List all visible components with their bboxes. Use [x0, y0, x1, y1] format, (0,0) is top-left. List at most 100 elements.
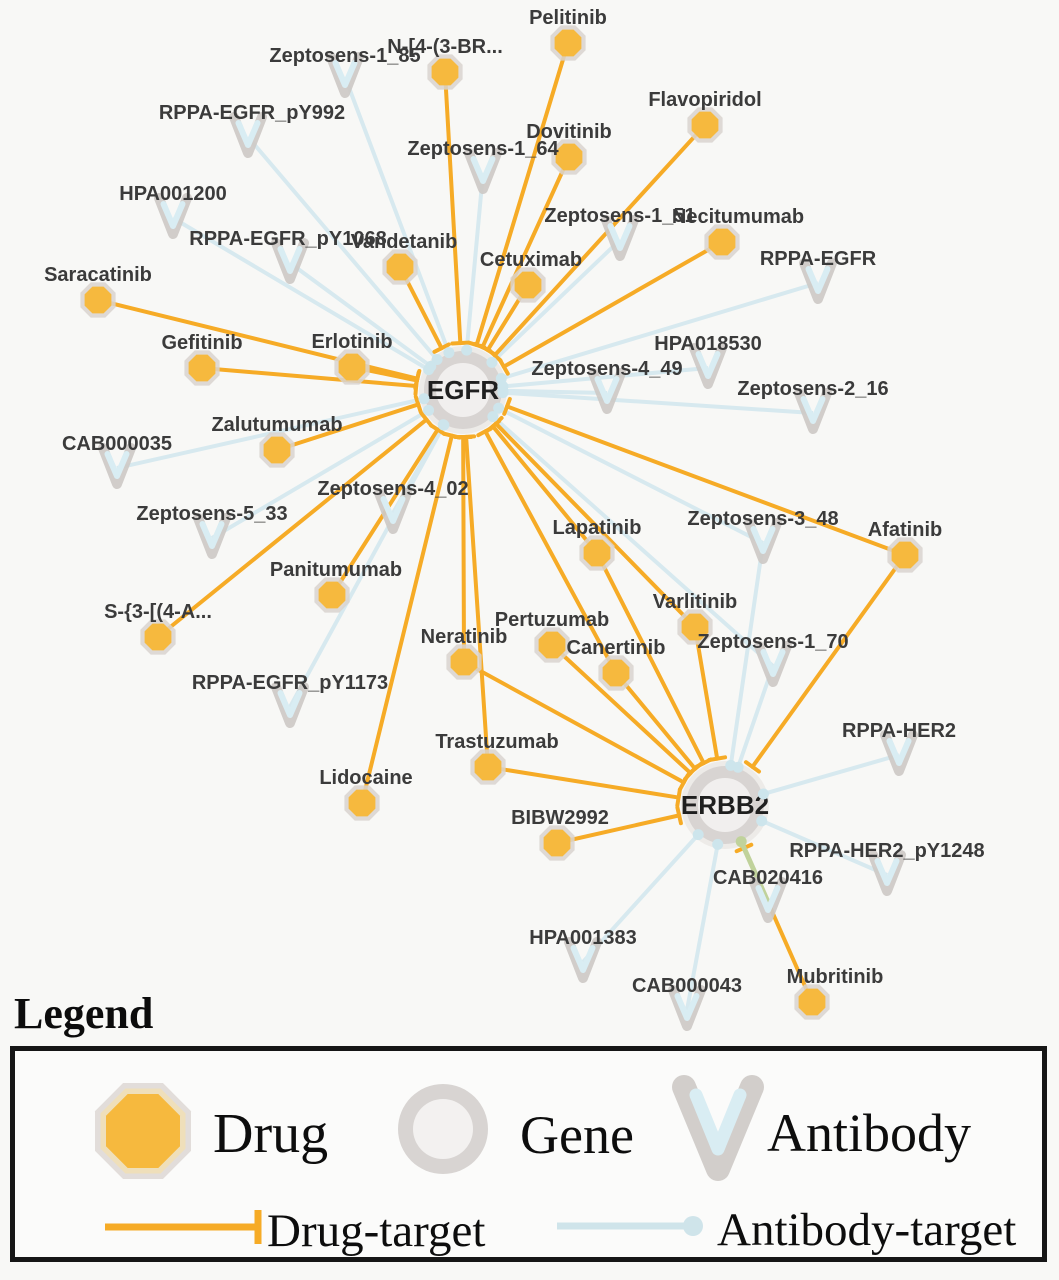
- antibody-node-z4_49[interactable]: [588, 368, 626, 414]
- drug-target-edge-lidocaine-EGFR[interactable]: [360, 433, 454, 805]
- antibody-node-rppa_her2[interactable]: [880, 730, 918, 776]
- drug-node-erlotinib[interactable]: [334, 349, 370, 385]
- gene-symbol-inner: [413, 1099, 473, 1159]
- drug-label-afatinib: Afatinib: [868, 519, 942, 541]
- drug-target-edge-gefitinib-EGFR[interactable]: [200, 366, 419, 389]
- antibody-symbol-fill: [689, 1088, 747, 1156]
- drug-node-necitumumab[interactable]: [704, 224, 740, 260]
- antibody-target-edge-py1173-EGFR[interactable]: [288, 389, 465, 708]
- antibody-node-py992[interactable]: [229, 112, 267, 158]
- drug-node-canertinib[interactable]: [598, 655, 634, 691]
- antibody-target-edge-z2_16-EGFR[interactable]: [462, 388, 814, 415]
- drug-target-edge-canertinib-EGFR[interactable]: [483, 429, 618, 675]
- drug-target-edge-neratinib-ERBB2[interactable]: [462, 660, 686, 785]
- drug-node-bibw2992[interactable]: [539, 825, 575, 861]
- antibody-node-z5_33[interactable]: [193, 513, 231, 559]
- drug-target-edge-dovitinib-EGFR[interactable]: [480, 155, 571, 350]
- antibody-node-hpa018530[interactable]: [689, 343, 727, 389]
- gene-node-EGFR[interactable]: EGFR: [419, 346, 507, 434]
- drug-node-pertuzumab[interactable]: [534, 627, 570, 663]
- antibody-target-edge-cab000035-EGFR[interactable]: [116, 388, 464, 470]
- drug-node-pelitinib[interactable]: [550, 25, 586, 61]
- drug-node-varlitinib[interactable]: [677, 609, 713, 645]
- antibody-target-edge-z1_70-EGFR[interactable]: [461, 388, 775, 668]
- drug-node-s3_4a[interactable]: [140, 619, 176, 655]
- antibody-node-hpa001200[interactable]: [154, 193, 192, 239]
- drug-target-edge-trastuzumab-ERBB2[interactable]: [486, 765, 681, 800]
- legend-shapes: [95, 1075, 764, 1244]
- drug-target-edge-s3_4a-EGFR[interactable]: [156, 417, 429, 639]
- antibody-fill: [332, 60, 358, 88]
- drug-core: [891, 541, 919, 569]
- antibody-node-z1_85[interactable]: [326, 52, 364, 98]
- antibody-target-edge-hpa001200-EGFR[interactable]: [171, 216, 465, 392]
- drug-node-lidocaine[interactable]: [344, 785, 380, 821]
- drug-core: [538, 631, 566, 659]
- drug-node-zalutumumab[interactable]: [259, 432, 295, 468]
- antibody-fill: [755, 885, 781, 913]
- antibody-target-edge-rppa_egfr-EGFR[interactable]: [462, 281, 819, 392]
- antibody-node-py1173[interactable]: [271, 682, 309, 728]
- antibody-node-hpa001383[interactable]: [564, 937, 602, 983]
- drug-target-edge-canertinib-ERBB2[interactable]: [614, 671, 698, 771]
- drug-target-edge-bibw2992-ERBB2[interactable]: [555, 813, 682, 845]
- gene-node-ERBB2[interactable]: ERBB2: [681, 761, 769, 849]
- antibody-node-z1_70[interactable]: [754, 641, 792, 687]
- drug-target-edge-flavopiridol-EGFR[interactable]: [492, 123, 707, 358]
- drug-node-cetuximab[interactable]: [510, 267, 546, 303]
- drug-target-edge-lapatinib-ERBB2[interactable]: [595, 551, 706, 766]
- antibody-node-her2_py1248[interactable]: [868, 850, 906, 896]
- drug-target-edge-afatinib-ERBB2[interactable]: [750, 553, 907, 769]
- drug-node-trastuzumab[interactable]: [470, 749, 506, 785]
- antibody-target-edge-z3_48-EGFR[interactable]: [462, 388, 764, 545]
- drug-node-lapatinib[interactable]: [579, 535, 615, 571]
- legend-box: Drug Gene Antibody Drug-target Antibody-…: [10, 1046, 1047, 1262]
- drug-node-afatinib[interactable]: [887, 537, 923, 573]
- antibody-node-cab000035[interactable]: [98, 443, 136, 489]
- drug-node-gefitinib[interactable]: [184, 350, 220, 386]
- drug-target-edge-pertuzumab-ERBB2[interactable]: [550, 643, 693, 776]
- antibody-node-z4_02[interactable]: [374, 488, 412, 534]
- drug-node-mubritinib[interactable]: [794, 984, 830, 1020]
- antibody-node-py1068[interactable]: [271, 238, 309, 284]
- drug-target-tbar-bibw2992-ERBB2: [675, 805, 683, 826]
- antibody-node-z3_48[interactable]: [744, 518, 782, 564]
- antibody-label-z1_85: Zeptosens-1_85: [269, 45, 420, 67]
- drug-node-panitumumab[interactable]: [314, 577, 350, 613]
- drug-target-edge-pelitinib-EGFR[interactable]: [474, 41, 570, 348]
- antibody-label-hpa001383: HPA001383: [529, 927, 636, 949]
- drug-node-flavopiridol[interactable]: [687, 107, 723, 143]
- legend-drug-target-label: Drug-target: [267, 1205, 486, 1257]
- antibody-node-z1_64[interactable]: [464, 148, 502, 194]
- drug-node-dovitinib[interactable]: [551, 139, 587, 175]
- antibody-target-edge-py992-EGFR[interactable]: [246, 135, 465, 392]
- drug-core: [798, 988, 826, 1016]
- drug-label-saracatinib: Saracatinib: [44, 264, 152, 286]
- drug-label-trastuzumab: Trastuzumab: [435, 731, 558, 753]
- edge-attachment-dot-cab020416: [735, 836, 747, 848]
- drug-target-edge-neratinib-EGFR[interactable]: [461, 434, 466, 664]
- gene-label-EGFR: EGFR: [427, 375, 499, 405]
- antibody-label-rppa_egfr: RPPA-EGFR: [760, 248, 877, 270]
- antibody-node-rppa_egfr[interactable]: [799, 258, 837, 304]
- drug-target-edge-necitumumab-EGFR[interactable]: [501, 240, 724, 369]
- drug-target-edge-trastuzumab-EGFR[interactable]: [464, 434, 490, 769]
- drug-target-edge-varlitinib-ERBB2[interactable]: [693, 625, 720, 761]
- antibody-node-z1_51[interactable]: [601, 215, 639, 261]
- drug-target-edge-n4_3br-EGFR[interactable]: [443, 70, 463, 346]
- drug-target-edge-lapatinib-EGFR[interactable]: [490, 424, 599, 555]
- drug-core: [188, 354, 216, 382]
- drug-node-vandetanib[interactable]: [382, 249, 418, 285]
- antibody-target-edge-z1_85-EGFR[interactable]: [343, 76, 465, 391]
- drug-node-neratinib[interactable]: [446, 644, 482, 680]
- antibody-target-dot: [683, 1216, 703, 1236]
- drug-target-edge-varlitinib-EGFR[interactable]: [493, 421, 697, 629]
- drug-core: [554, 29, 582, 57]
- drug-node-saracatinib[interactable]: [80, 282, 116, 318]
- drug-target-edge-afatinib-EGFR[interactable]: [505, 404, 907, 557]
- antibody-node-cab000043[interactable]: [668, 985, 706, 1031]
- antibody-node-z2_16[interactable]: [794, 388, 832, 434]
- drug-target-edge-zalutumumab-EGFR[interactable]: [275, 402, 421, 452]
- drug-node-n4_3br[interactable]: [427, 54, 463, 90]
- antibody-node-cab020416[interactable]: [749, 877, 787, 923]
